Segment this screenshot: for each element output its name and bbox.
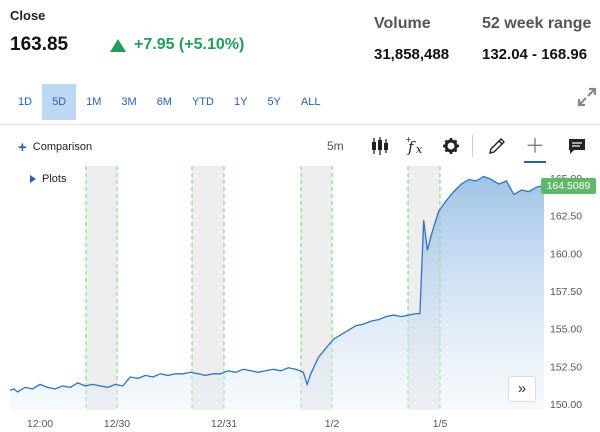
caret-right-icon [30, 175, 36, 183]
range-3m[interactable]: 3M [121, 96, 137, 108]
price-line [9, 175, 545, 393]
time-range-selector: 1D 5D 1M 3M 6M YTD 1Y 5Y ALL [8, 84, 330, 120]
close-label: Close [10, 8, 46, 23]
plots-toggle[interactable]: Plots [30, 173, 66, 185]
last-price-tag: 164.5089 [541, 178, 596, 194]
expand-icon[interactable] [576, 86, 598, 108]
range-6m[interactable]: 6M [156, 96, 172, 108]
range-1y[interactable]: 1Y [233, 96, 248, 108]
y-tick-label: 162.50 [550, 211, 582, 223]
function-icon[interactable]: f x + [405, 135, 427, 157]
y-tick-label: 150.00 [550, 399, 582, 411]
candlestick-icon[interactable] [369, 135, 391, 157]
chart-toolbar: + Comparison 5m f x + [0, 124, 600, 168]
y-tick-label: 160.00 [550, 248, 582, 260]
y-tick-label: 152.50 [550, 361, 582, 373]
crosshair-icon[interactable] [524, 135, 546, 163]
comparison-button[interactable]: + Comparison [18, 138, 93, 156]
price-area [10, 176, 544, 410]
skip-forward-button[interactable]: » [508, 376, 536, 402]
volume-value: 31,858,488 [374, 46, 450, 63]
range-5d[interactable]: 5D [42, 84, 77, 120]
price-change: +7.95 (+5.10%) [110, 36, 244, 54]
price-change-value: +7.95 (+5.10%) [134, 36, 245, 53]
toolbar-divider [472, 135, 473, 157]
range-label: 52 week range [482, 15, 592, 32]
up-arrow-icon [110, 38, 126, 52]
gear-icon[interactable] [440, 135, 462, 157]
x-tick-label: 1/2 [325, 418, 340, 430]
x-tick-label: 12:00 [27, 418, 53, 430]
pencil-icon[interactable] [486, 135, 508, 157]
plots-label: Plots [42, 173, 67, 185]
session-band [86, 166, 117, 410]
session-band [192, 166, 224, 410]
range-5y[interactable]: 5Y [267, 96, 281, 108]
plus-icon: + [18, 138, 27, 156]
comment-icon[interactable] [566, 135, 588, 157]
interval-selector[interactable]: 5m [327, 139, 344, 153]
svg-text:+: + [405, 135, 412, 144]
last-price: 163.85 [10, 34, 69, 55]
volume-label: Volume [374, 15, 431, 32]
range-1d[interactable]: 1D [18, 96, 33, 108]
range-value: 132.04 - 168.96 [482, 46, 588, 63]
range-ytd[interactable]: YTD [191, 96, 214, 108]
range-all[interactable]: ALL [300, 96, 321, 108]
x-tick-label: 12/31 [211, 418, 237, 430]
x-tick-label: 1/5 [433, 418, 448, 430]
x-tick-label: 12/30 [104, 418, 130, 430]
range-1m[interactable]: 1M [86, 96, 102, 108]
y-tick-label: 157.50 [550, 286, 582, 298]
y-tick-label: 155.00 [550, 324, 582, 336]
svg-text:f: f [407, 138, 416, 156]
comparison-label: Comparison [32, 141, 93, 153]
svg-text:x: x [416, 143, 423, 156]
